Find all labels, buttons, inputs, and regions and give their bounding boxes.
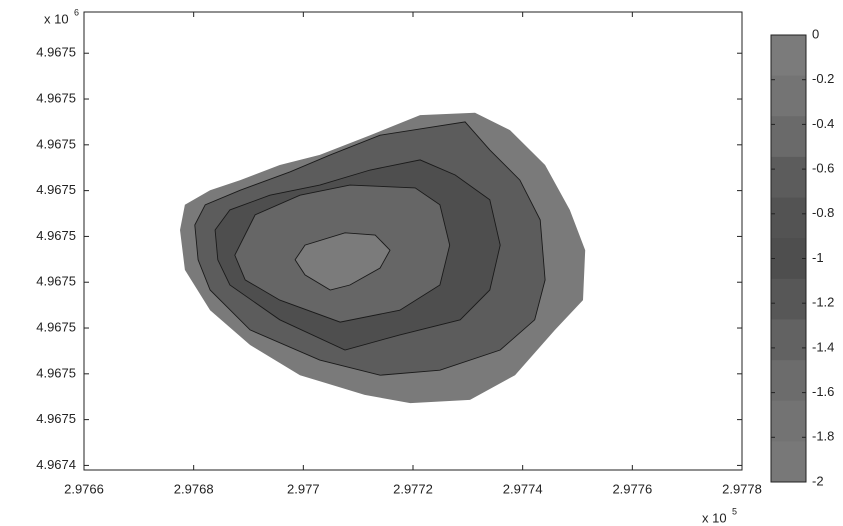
x-offset-base: x 10	[702, 510, 727, 525]
y-tick-label: 4.9675	[36, 319, 76, 334]
y-offset-base: x 10	[44, 11, 69, 26]
y-tick-label: 4.9674	[36, 457, 76, 472]
colorbar-band	[771, 35, 806, 77]
x-tick-label: 2.9778	[722, 481, 762, 496]
x-offset-exponent: 5	[732, 506, 737, 516]
colorbar-band	[771, 360, 806, 402]
y-tick-label: 4.9675	[36, 45, 76, 60]
colorbar-band	[771, 75, 806, 117]
colorbar-band	[771, 116, 806, 158]
colorbar-tick-label: -1.2	[812, 295, 834, 310]
y-tick-label: 4.9675	[36, 228, 76, 243]
y-tick-label: 4.9675	[36, 411, 76, 426]
colorbar-tick-label: -1	[812, 250, 824, 265]
colorbar-band	[771, 238, 806, 280]
colorbar-band	[771, 319, 806, 361]
colorbar-tick-label: -1.4	[812, 339, 834, 354]
colorbar-tick-label: 0	[812, 26, 819, 41]
colorbar-tick-label: -1.6	[812, 384, 834, 399]
x-tick-label: 2.9772	[393, 481, 433, 496]
y-offset-exponent: 6	[74, 7, 79, 17]
y-tick-label: 4.9675	[36, 136, 76, 151]
colorbar-tick-label: -0.8	[812, 205, 834, 220]
x-tick-label: 2.9768	[174, 481, 214, 496]
y-tick-label: 4.9675	[36, 182, 76, 197]
colorbar-band	[771, 197, 806, 239]
y-tick-label: 4.9675	[36, 90, 76, 105]
y-tick-label: 4.9675	[36, 365, 76, 380]
x-tick-label: 2.9776	[612, 481, 652, 496]
x-tick-label: 2.9766	[64, 481, 104, 496]
colorbar-band	[771, 400, 806, 442]
contour-region	[294, 232, 391, 291]
colorbar-tick-label: -0.6	[812, 161, 834, 176]
x-tick-label: 2.9774	[503, 481, 543, 496]
colorbar-tick-label: -2	[812, 473, 824, 488]
colorbar-tick-label: -0.2	[812, 71, 834, 86]
y-tick-label: 4.9675	[36, 274, 76, 289]
colorbar-tick-label: -0.4	[812, 116, 834, 131]
colorbar-tick-label: -1.8	[812, 429, 834, 444]
x-tick-label: 2.977	[287, 481, 320, 496]
colorbar-band	[771, 278, 806, 320]
colorbar-band	[771, 441, 806, 483]
colorbar-band	[771, 156, 806, 199]
